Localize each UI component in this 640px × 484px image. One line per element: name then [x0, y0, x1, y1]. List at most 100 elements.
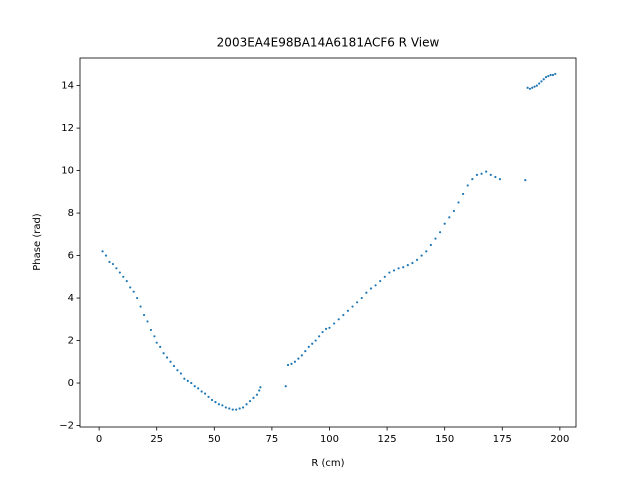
y-tick-label: 6: [68, 251, 74, 262]
x-tick-label: 100: [320, 434, 339, 445]
point: [342, 313, 345, 317]
point: [101, 250, 104, 253]
point: [538, 82, 541, 85]
point: [252, 396, 255, 399]
point: [129, 286, 132, 289]
point: [238, 407, 241, 410]
point: [136, 296, 139, 300]
x-tick-label: 125: [378, 434, 397, 445]
point: [314, 339, 317, 342]
x-tick-label: 50: [208, 434, 221, 445]
point: [162, 352, 165, 355]
point: [547, 74, 550, 78]
point: [197, 387, 200, 390]
point: [434, 237, 437, 240]
point: [159, 345, 162, 349]
point: [224, 406, 227, 409]
point: [494, 175, 497, 179]
x-tick-label: 75: [266, 434, 279, 445]
point: [544, 76, 548, 79]
y-tick-label: 2: [68, 336, 74, 347]
point: [290, 362, 293, 366]
point: [554, 72, 557, 76]
point: [111, 262, 115, 266]
point: [365, 291, 368, 294]
point: [498, 177, 502, 181]
y-tick-label: 14: [61, 81, 74, 92]
y-tick-label: 0: [68, 378, 74, 389]
x-axis-label: R (cm): [311, 458, 344, 469]
point: [397, 267, 400, 270]
point: [462, 192, 465, 196]
point: [425, 250, 428, 253]
point: [388, 271, 391, 274]
point: [146, 320, 149, 323]
point: [217, 403, 221, 406]
point: [528, 87, 532, 90]
point: [284, 385, 287, 388]
point: [526, 86, 529, 89]
point: [242, 406, 245, 409]
point: [122, 275, 125, 278]
point: [438, 231, 442, 234]
point: [245, 403, 248, 406]
y-tick-label: 4: [68, 293, 74, 304]
point: [104, 254, 108, 257]
point: [480, 172, 483, 175]
point: [392, 269, 396, 272]
point: [297, 357, 300, 360]
point: [489, 173, 492, 176]
point: [333, 322, 336, 325]
plot-frame: [79, 57, 577, 428]
x-tick-label: 200: [550, 434, 569, 445]
point: [210, 398, 214, 402]
point: [132, 290, 135, 293]
point: [360, 296, 363, 300]
point: [207, 395, 210, 398]
point: [542, 78, 545, 81]
point: [466, 184, 469, 187]
point: [259, 386, 262, 389]
point: [374, 284, 377, 287]
point: [179, 372, 183, 375]
point: [153, 335, 156, 338]
point: [258, 389, 261, 392]
point: [286, 363, 290, 367]
point: [402, 266, 405, 269]
point: [248, 399, 252, 403]
point: [524, 179, 527, 182]
point: [452, 209, 456, 213]
point: [411, 261, 414, 265]
y-tick-label: −2: [59, 421, 74, 432]
point: [221, 404, 224, 407]
point: [235, 408, 238, 411]
point: [351, 305, 354, 308]
point: [203, 392, 207, 395]
point: [190, 381, 193, 385]
point: [540, 80, 543, 83]
point: [139, 305, 142, 308]
point: [429, 243, 432, 247]
point: [300, 354, 303, 357]
point: [406, 264, 409, 267]
point: [535, 84, 538, 87]
point: [304, 350, 307, 353]
point: [420, 254, 423, 257]
point: [176, 369, 179, 372]
point: [118, 271, 121, 274]
x-tick-label: 150: [435, 434, 454, 445]
point: [356, 301, 359, 304]
point: [337, 318, 340, 321]
point: [193, 385, 196, 388]
y-tick-label: 10: [61, 166, 74, 177]
point: [328, 326, 331, 329]
point: [183, 377, 186, 380]
point: [108, 260, 111, 264]
point: [369, 287, 373, 290]
point: [551, 73, 555, 77]
point: [142, 313, 146, 317]
point: [186, 379, 189, 383]
point: [115, 267, 118, 270]
